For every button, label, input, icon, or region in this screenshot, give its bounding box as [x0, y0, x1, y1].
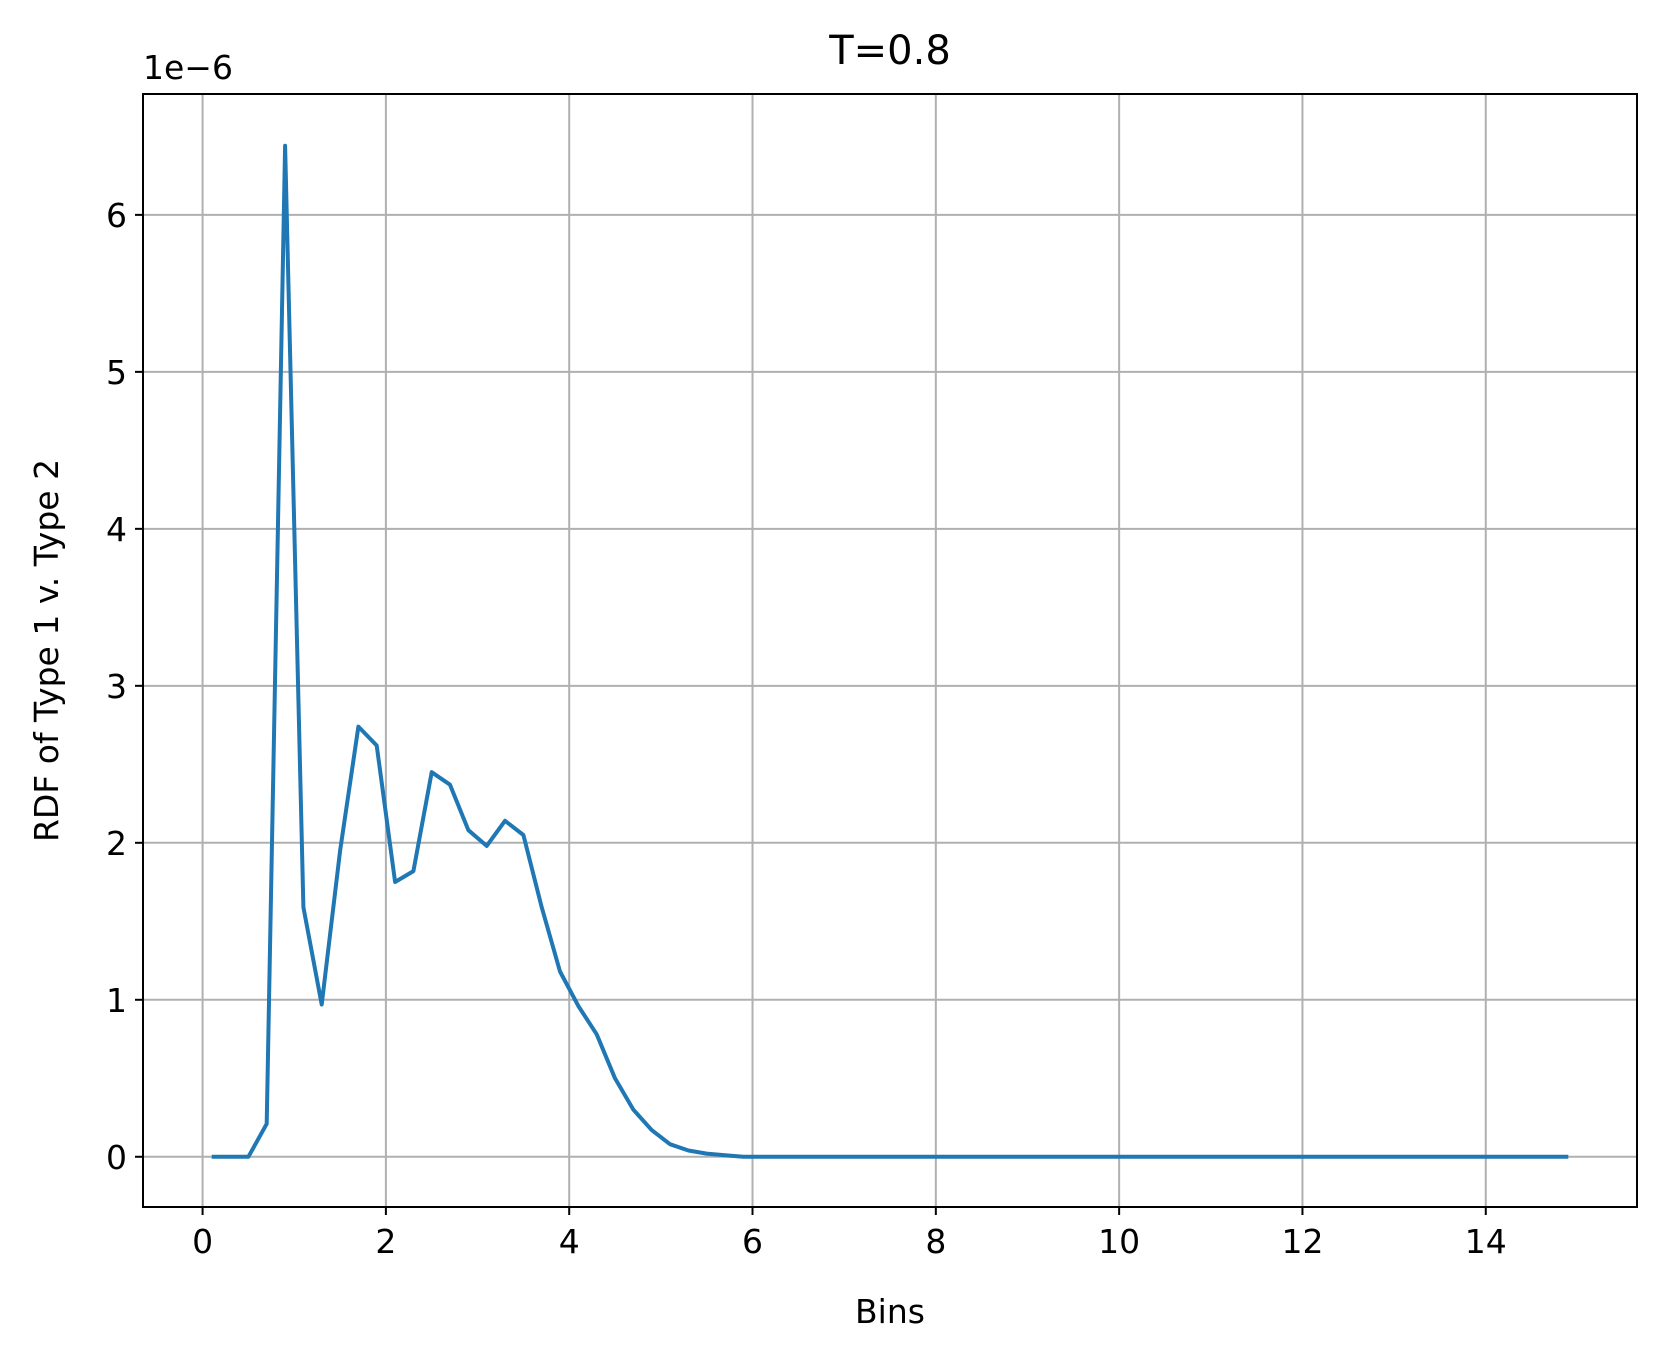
x-axis-label: Bins	[855, 1292, 925, 1331]
y-tick-label: 6	[106, 196, 127, 235]
x-tick-label: 8	[925, 1222, 946, 1261]
series-layer	[211, 143, 1569, 1159]
y-tick-label: 4	[106, 510, 127, 549]
x-tick-label: 0	[192, 1222, 213, 1261]
grid	[143, 94, 1637, 1207]
x-tick-label: 12	[1281, 1222, 1323, 1261]
plot-frame	[142, 93, 1638, 1208]
y-tick-label: 3	[106, 667, 127, 706]
x-tick-label: 10	[1098, 1222, 1140, 1261]
x-tick-label: 2	[375, 1222, 396, 1261]
y-tick-label: 0	[106, 1138, 127, 1177]
series-line	[211, 143, 1569, 1159]
y-tick-label: 1	[106, 981, 127, 1020]
y-offset-text: 1e−6	[143, 48, 233, 87]
x-tick-label: 14	[1465, 1222, 1507, 1261]
x-tick-label: 6	[742, 1222, 763, 1261]
y-tick-label: 2	[106, 824, 127, 863]
y-tick-label: 5	[106, 353, 127, 392]
chart-title: T=0.8	[828, 28, 951, 74]
x-tick-label: 4	[559, 1222, 580, 1261]
y-axis-label: RDF of Type 1 v. Type 2	[27, 459, 66, 842]
